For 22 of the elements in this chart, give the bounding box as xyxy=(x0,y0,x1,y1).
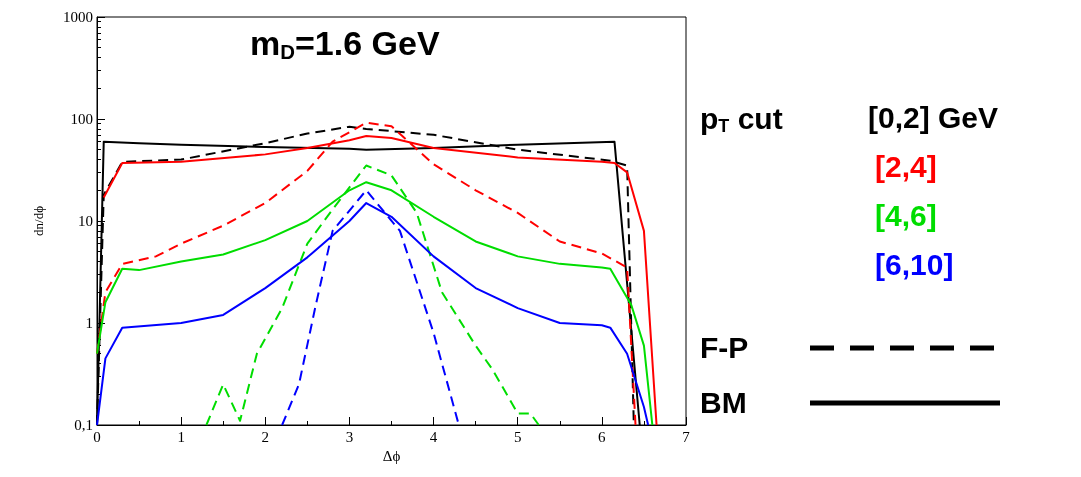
x-axis-title: Δϕ xyxy=(382,448,401,465)
text: BM xyxy=(700,385,747,419)
text: [4,6] xyxy=(875,198,937,232)
y-tick-label: 0,1 xyxy=(74,417,93,433)
text: [0,2] GeV xyxy=(868,100,999,134)
y-tick-label: 100 xyxy=(70,111,93,127)
x-tick-label: 0 xyxy=(93,428,101,445)
chart-title: mD=1.6 GeV xyxy=(250,24,440,63)
text: F-P xyxy=(700,330,749,364)
y-tick-label: 10 xyxy=(78,213,93,229)
x-tick-label: 6 xyxy=(598,428,607,445)
y-axis-title: dn/dϕ xyxy=(31,205,46,236)
x-tick-label: 7 xyxy=(682,428,691,445)
y-tick-label: 1000 xyxy=(63,9,93,25)
x-tick-label: 5 xyxy=(513,428,522,445)
y-tick-label: 1 xyxy=(85,315,93,331)
x-tick-label: 3 xyxy=(345,428,354,445)
text: [6,10] xyxy=(875,247,954,281)
x-tick-label: 2 xyxy=(261,428,270,445)
x-tick-label: 4 xyxy=(429,428,438,445)
x-tick-label: 1 xyxy=(177,428,185,445)
text: [2,4] xyxy=(875,149,937,183)
